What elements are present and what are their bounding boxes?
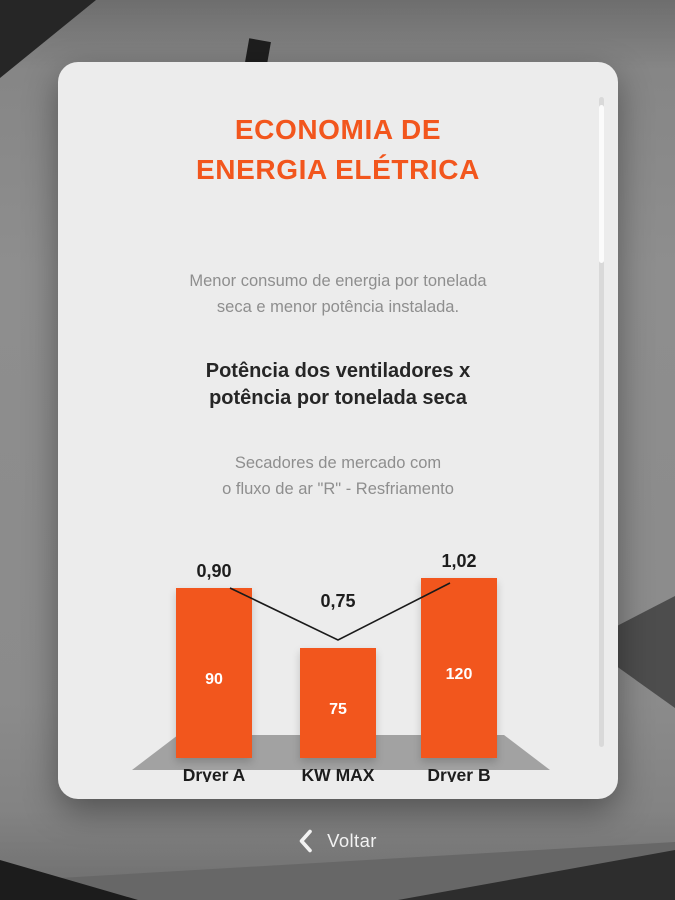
intro-text: Menor consumo de energia por tonelada se…: [58, 268, 618, 320]
bar-value-kw-max: 75: [329, 701, 347, 718]
point-label-kw-max: 0,75: [320, 591, 356, 611]
bar-group-dryer-b: 1,02 120 Dryer B: [421, 550, 497, 782]
intro-line1: Menor consumo de energia por tonelada: [189, 272, 487, 290]
category-label-dryer-a: Dryer A: [182, 765, 246, 782]
bar-dryer-a: 90: [176, 588, 252, 758]
scrollbar[interactable]: [599, 97, 604, 747]
chart-title-line2: potência por tonelada seca: [209, 387, 467, 409]
point-label-dryer-b: 1,02: [441, 551, 477, 571]
chart-caption-line1: Secadores de mercado com: [234, 454, 442, 472]
chart-caption-line2: o fluxo de ar "R" - Resfriamento: [222, 480, 454, 498]
intro-line2: seca e menor potência instalada.: [216, 298, 460, 316]
bar-chart: 0,90 90 Dryer A 0,75 75 KW MAX 1,02 120 …: [130, 550, 555, 782]
bar-kw-max: 75: [300, 648, 376, 758]
point-label-dryer-a: 0,90: [196, 561, 232, 581]
chart-title: Potência dos ventiladores x potência por…: [58, 358, 618, 412]
back-button[interactable]: Voltar: [0, 822, 675, 860]
chevron-left-icon: [299, 829, 312, 853]
bar-value-dryer-a: 90: [205, 671, 223, 688]
page-title-line2: ENERGIA ELÉTRICA: [196, 154, 480, 185]
back-label: Voltar: [327, 830, 377, 851]
page-title-line1: ECONOMIA DE: [234, 114, 442, 145]
bar-value-dryer-b: 120: [445, 666, 473, 683]
scrollbar-thumb[interactable]: [599, 105, 604, 263]
content-card: ECONOMIA DE ENERGIA ELÉTRICA Menor consu…: [58, 62, 618, 799]
chart-caption: Secadores de mercado com o fluxo de ar "…: [58, 450, 618, 502]
bar-dryer-b: 120: [421, 578, 497, 758]
category-label-dryer-b: Dryer B: [427, 765, 491, 782]
chart-title-line1: Potência dos ventiladores x: [205, 360, 471, 382]
page-title: ECONOMIA DE ENERGIA ELÉTRICA: [58, 110, 618, 190]
category-label-kw-max: KW MAX: [301, 765, 375, 782]
bar-group-dryer-a: 0,90 90 Dryer A: [176, 550, 252, 782]
bar-group-kw-max: 0,75 75 KW MAX: [300, 550, 376, 782]
